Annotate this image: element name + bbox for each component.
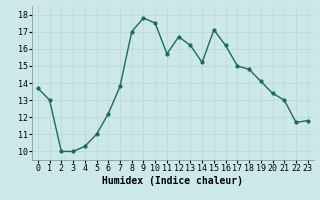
X-axis label: Humidex (Indice chaleur): Humidex (Indice chaleur) bbox=[102, 176, 243, 186]
